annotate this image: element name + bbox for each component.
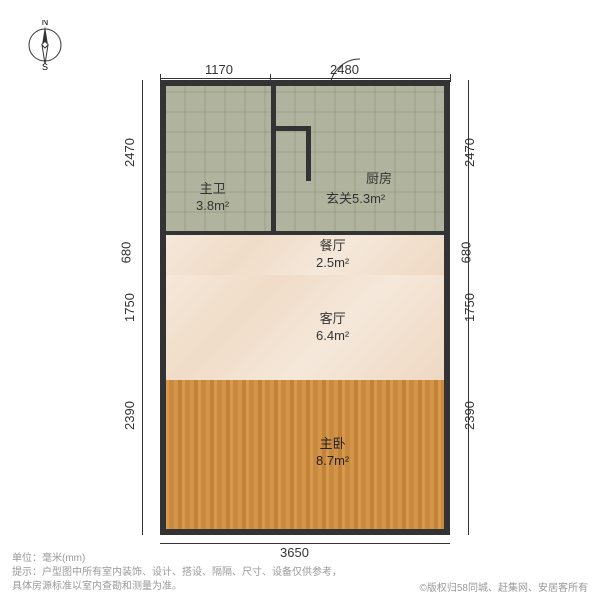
dim-right4: 2390 bbox=[462, 401, 477, 430]
wall-partition bbox=[306, 126, 311, 181]
label-living: 客厅6.4m² bbox=[316, 311, 349, 345]
label-bathroom: 主卫3.8m² bbox=[196, 181, 229, 215]
footer-copyright: ©版权归58同城、赶集网、安居客所有 bbox=[420, 579, 589, 594]
dimension-line-bottom bbox=[160, 543, 450, 544]
label-dining: 餐厅2.5m² bbox=[316, 238, 349, 272]
floorplan-container: 主卫3.8m² 厨房 玄关5.3m² 餐厅2.5m² 客厅6.4m² 主卧8.7… bbox=[160, 80, 450, 535]
dim-top2: 2480 bbox=[330, 62, 359, 77]
dimension-line-top bbox=[160, 78, 450, 79]
compass-north: N bbox=[42, 20, 49, 27]
dim-right3: 1750 bbox=[462, 293, 477, 322]
footer-notes: 单位：毫米(mm) 提示：户型图中所有室内装饰、设计、搭设、隔隔、尺寸、设备仅供… bbox=[12, 552, 342, 594]
dim-right2: 680 bbox=[458, 242, 473, 264]
dim-left4: 2390 bbox=[122, 401, 137, 430]
dim-left3: 1750 bbox=[122, 293, 137, 322]
label-bedroom: 主卧8.7m² bbox=[316, 436, 349, 470]
dim-top1: 1170 bbox=[205, 62, 233, 77]
dim-left1: 2470 bbox=[122, 138, 137, 167]
tick bbox=[450, 74, 451, 82]
room-dining bbox=[166, 235, 444, 275]
footer-unit: 单位：毫米(mm) bbox=[12, 552, 342, 566]
footer-tip1: 提示：户型图中所有室内装饰、设计、搭设、隔隔、尺寸、设备仅供参考， bbox=[12, 566, 342, 580]
dim-right1: 2470 bbox=[462, 138, 477, 167]
compass-south: S bbox=[42, 62, 48, 70]
dim-left2: 680 bbox=[118, 242, 133, 264]
room-living bbox=[166, 275, 444, 380]
wall-partition bbox=[276, 126, 306, 131]
room-bedroom bbox=[166, 380, 444, 529]
dimension-line-left bbox=[142, 80, 143, 535]
label-kitchen: 厨房 bbox=[366, 171, 392, 188]
room-kitchen bbox=[276, 86, 444, 231]
compass-icon: N S bbox=[20, 20, 70, 70]
footer-tip2: 具体房源标准以室内查勘和测量为准。 bbox=[12, 580, 342, 594]
label-entrance: 玄关5.3m² bbox=[326, 191, 385, 208]
